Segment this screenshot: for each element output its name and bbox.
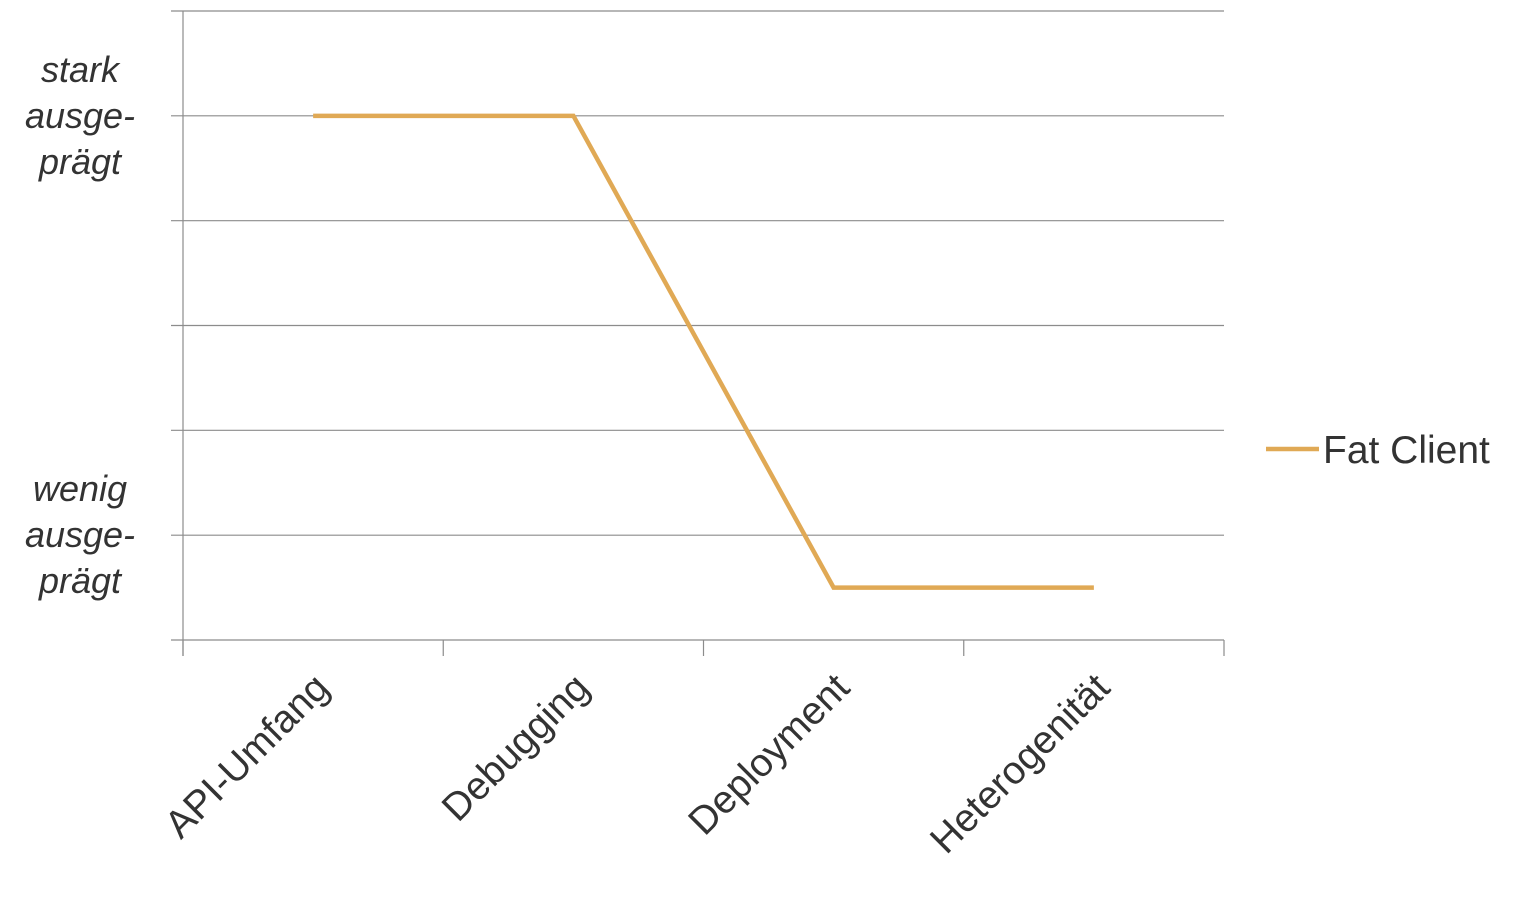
y-level-label: wenig ausge-prägt [25, 468, 135, 601]
x-tick-labels: API-Umfang Debugging Deployment Heterogenit… [157, 666, 1118, 862]
x-tick-label: API-Umfang [157, 666, 338, 847]
y-level-label-line: prägt [38, 560, 123, 601]
series-line [313, 113, 1094, 590]
y-level-label-line: stark [41, 49, 121, 90]
legend: Fat Client [1266, 429, 1490, 472]
gridlines [171, 10, 1224, 536]
series-lines [313, 113, 1094, 590]
y-level-label-line: wenig [33, 468, 127, 509]
y-level-label-line: ausge- [25, 514, 135, 555]
y-level-labels: stark ausge-prägt wenig ausge-prägt [25, 49, 135, 601]
legend-label: Fat Client [1323, 429, 1490, 472]
axes [171, 11, 1225, 656]
y-level-label-line: ausge- [25, 95, 135, 136]
x-tick-label: Heterogenität [922, 666, 1118, 862]
x-tick-label: Deployment [680, 666, 858, 844]
x-tick-label: Debugging [434, 666, 598, 830]
y-level-label-line: prägt [38, 141, 123, 182]
y-level-label: stark ausge-prägt [25, 49, 135, 182]
